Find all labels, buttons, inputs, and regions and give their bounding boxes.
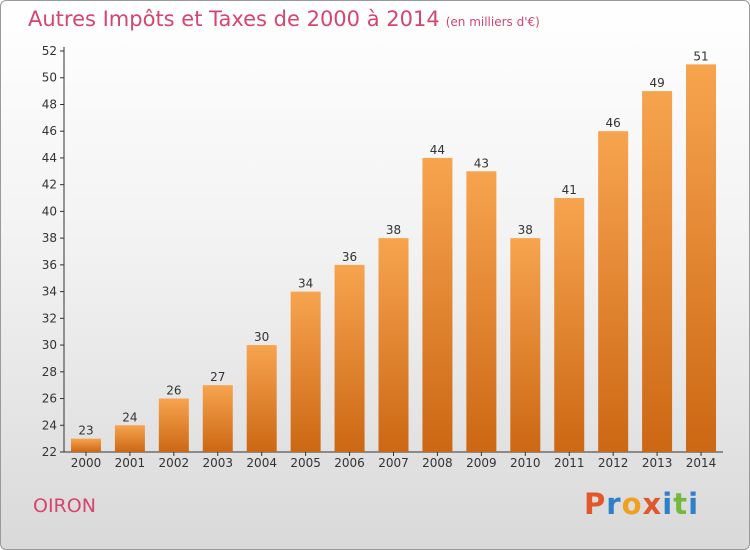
bar-2009[interactable]	[466, 171, 497, 453]
chart-axes: 22 24 26 28 30 32 34 36 38 40 42 44 46 48 50 52 2000 2001…	[42, 44, 723, 470]
chart-bars	[70, 64, 717, 453]
x-tick-label: 2014	[686, 456, 717, 470]
data-label-2003: 27	[210, 370, 225, 384]
data-label-2000: 23	[78, 424, 93, 438]
x-tick-label: 2010	[510, 456, 541, 470]
logo-letter: r	[606, 487, 622, 521]
y-tick-label: 32	[42, 311, 57, 325]
data-label-2006: 36	[342, 250, 357, 264]
y-tick-label: 22	[42, 445, 57, 459]
bar-2010[interactable]	[510, 238, 541, 452]
x-tick-label: 2003	[202, 456, 233, 470]
logo-letter: o	[621, 487, 643, 521]
x-tick-label: 2006	[334, 456, 365, 470]
y-tick-label: 44	[42, 151, 57, 165]
bar-2005[interactable]	[290, 291, 321, 452]
bar-2007[interactable]	[378, 238, 409, 452]
data-label-2007: 38	[386, 223, 401, 237]
chart-title-unit: (en milliers d'€)	[445, 15, 540, 29]
bar-2001[interactable]	[114, 425, 145, 452]
data-label-2010: 38	[518, 223, 533, 237]
y-tick-label: 34	[42, 285, 57, 299]
logo-letter: i	[662, 487, 674, 521]
data-label-2009: 43	[474, 156, 489, 170]
y-tick-label: 38	[42, 231, 57, 245]
proxiti-logo[interactable]: Proxiti	[584, 487, 699, 521]
y-tick-label: 40	[42, 204, 57, 218]
data-label-2012: 46	[606, 116, 621, 130]
data-label-2014: 51	[693, 49, 708, 63]
chart-title: Autres Impôts et Taxes de 2000 à 2014 (en…	[28, 7, 540, 31]
x-tick-label: 2008	[422, 456, 453, 470]
y-tick-label: 30	[42, 338, 57, 352]
bar-2003[interactable]	[202, 385, 233, 452]
x-tick-label: 2013	[642, 456, 673, 470]
y-tick-label: 46	[42, 124, 57, 138]
bar-2002[interactable]	[158, 398, 189, 452]
x-tick-label: 2009	[466, 456, 497, 470]
chart-data-labels: 23 24 26 27 30 34 36 38 44 43 38 41 46 49 51	[78, 49, 708, 437]
x-tick-label: 2005	[290, 456, 321, 470]
logo-letter: x	[642, 487, 663, 521]
data-label-2008: 44	[430, 143, 445, 157]
y-tick-label: 50	[42, 71, 57, 85]
chart-title-text: Autres Impôts et Taxes de 2000 à 2014	[28, 7, 440, 31]
data-label-2004: 30	[254, 330, 269, 344]
x-tick-label: 2001	[115, 456, 146, 470]
y-tick-label: 52	[42, 44, 57, 58]
x-tick-label: 2002	[159, 456, 190, 470]
y-tick-label: 28	[42, 365, 57, 379]
x-tick-label: 2007	[378, 456, 409, 470]
data-label-2013: 49	[649, 76, 664, 90]
data-label-2011: 41	[562, 183, 577, 197]
data-label-2002: 26	[166, 384, 181, 398]
bar-2013[interactable]	[642, 91, 673, 452]
y-tick-label: 42	[42, 178, 57, 192]
location-name: OIRON	[33, 495, 96, 517]
bar-2012[interactable]	[598, 131, 629, 452]
bar-2008[interactable]	[422, 157, 453, 452]
y-tick-label: 36	[42, 258, 57, 272]
bar-2006[interactable]	[334, 264, 365, 452]
bar-2014[interactable]	[686, 64, 717, 452]
x-tick-label: 2004	[246, 456, 277, 470]
data-label-2001: 24	[122, 410, 137, 424]
y-tick-label: 26	[42, 392, 57, 406]
logo-letter: t	[673, 487, 689, 521]
bar-2000[interactable]	[70, 438, 101, 452]
logo-letter: P	[584, 487, 607, 521]
logo-letter: i	[688, 487, 700, 521]
bar-2011[interactable]	[554, 198, 585, 452]
x-tick-label: 2011	[554, 456, 585, 470]
y-tick-label: 24	[42, 418, 57, 432]
x-tick-label: 2012	[598, 456, 629, 470]
x-tick-label: 2000	[71, 456, 102, 470]
data-label-2005: 34	[298, 277, 313, 291]
y-tick-label: 48	[42, 97, 57, 111]
bar-2004[interactable]	[246, 345, 277, 452]
